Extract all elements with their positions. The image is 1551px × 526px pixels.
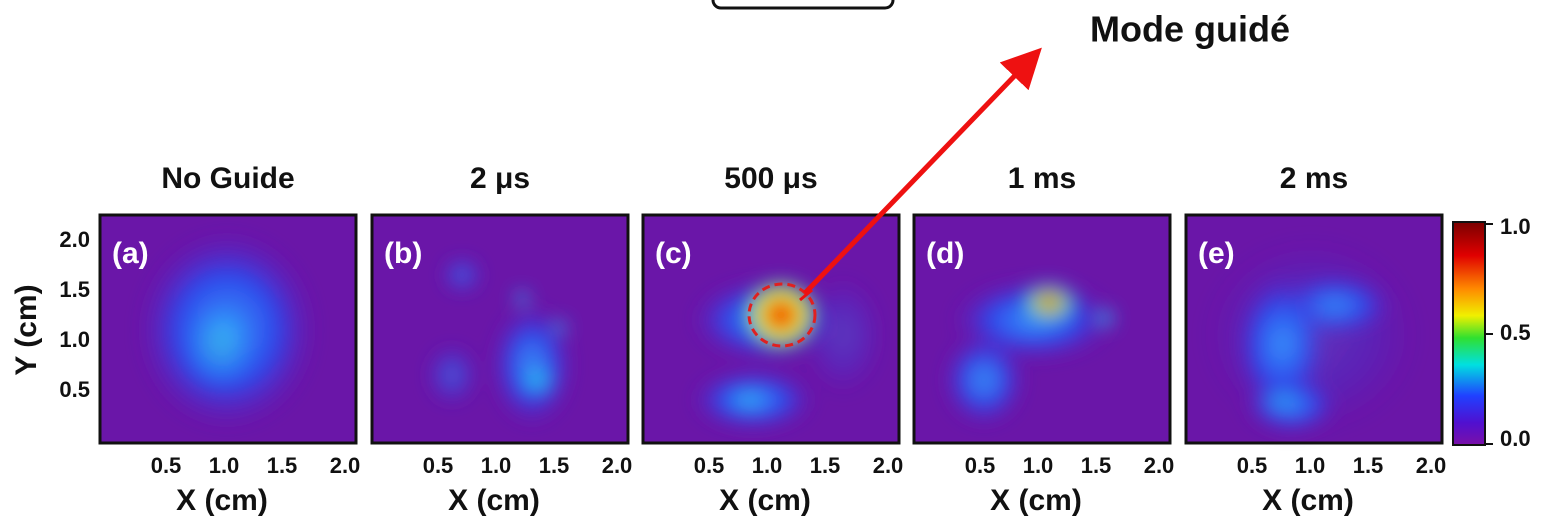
panel-frame — [370, 213, 630, 445]
panel-frame — [98, 213, 358, 445]
x-tick-label: 1.0 — [1295, 453, 1326, 478]
panel-label: (a) — [112, 237, 149, 270]
arrow — [803, 47, 1042, 295]
colorbar-tick-label: 0.0 — [1500, 426, 1531, 451]
panel-label: (e) — [1198, 237, 1235, 270]
x-tick-label: 1.5 — [267, 453, 298, 478]
colorbar — [1452, 221, 1486, 446]
panel-frame — [1184, 213, 1444, 445]
panel-frame — [912, 213, 1172, 445]
x-tick-label: 1.0 — [209, 453, 240, 478]
panel-title: 2 μs — [470, 162, 530, 195]
x-tick-label: 2.0 — [1144, 453, 1175, 478]
heatmap — [1201, 235, 1421, 435]
x-tick-label: 2.0 — [330, 453, 361, 478]
x-tick-label: 0.5 — [423, 453, 454, 478]
annotation: Mode guidé — [1090, 9, 1290, 50]
x-tick-label: 1.5 — [1353, 453, 1384, 478]
x-tick-label: 1.5 — [810, 453, 841, 478]
y-axis-label: Y (cm) — [10, 284, 43, 375]
box — [711, 0, 895, 10]
x-tick-label: 0.5 — [694, 453, 725, 478]
heatmap — [427, 257, 572, 425]
x-tick-label: 1.5 — [539, 453, 570, 478]
x-axis-label: X (cm) — [176, 484, 268, 517]
intensity-region — [515, 360, 559, 400]
x-tick-label: 2.0 — [602, 453, 633, 478]
y-tick-label: 1.5 — [59, 277, 90, 302]
x-tick-label: 0.5 — [965, 453, 996, 478]
intensity-region — [944, 335, 1024, 425]
panel-title: 1 ms — [1008, 162, 1076, 195]
x-axis-label: X (cm) — [719, 484, 811, 517]
x-tick-label: 2.0 — [873, 453, 904, 478]
panel-title: No Guide — [161, 162, 294, 195]
intensity-region — [514, 290, 530, 306]
y-tick-label: 0.5 — [59, 377, 90, 402]
colorbar-tick-label: 0.5 — [1500, 320, 1531, 345]
intensity-region — [1201, 235, 1421, 435]
x-tick-label: 1.5 — [1081, 453, 1112, 478]
colorbar-tick-label: 1.0 — [1500, 214, 1531, 239]
heatmap — [139, 232, 315, 428]
x-tick-label: 0.5 — [1237, 453, 1268, 478]
intensity-region — [1019, 281, 1079, 325]
x-tick-label: 0.5 — [151, 453, 182, 478]
intensity-region — [803, 275, 883, 395]
x-tick-label: 1.0 — [1023, 453, 1054, 478]
panel-frame — [641, 213, 901, 445]
intensity-region — [427, 345, 477, 405]
panel-title: 500 μs — [724, 162, 817, 195]
x-tick-label: 1.0 — [481, 453, 512, 478]
heatmap — [944, 280, 1116, 425]
heatmap — [693, 275, 883, 430]
x-axis-label: X (cm) — [990, 484, 1082, 517]
x-tick-label: 2.0 — [1416, 453, 1447, 478]
panel-label: (b) — [384, 237, 422, 270]
panel-label: (c) — [655, 237, 692, 270]
x-axis-label: X (cm) — [448, 484, 540, 517]
intensity-region — [175, 290, 265, 400]
panel-title: 2 ms — [1280, 162, 1348, 195]
x-axis-label: X (cm) — [1262, 484, 1354, 517]
intensity-region — [442, 257, 482, 293]
guided-mode-outline — [747, 282, 817, 348]
intensity-region — [743, 279, 819, 351]
arrow-tail — [799, 288, 813, 302]
panel-label: (d) — [926, 237, 964, 270]
y-tick-label: 2.0 — [59, 227, 90, 252]
y-tick-label: 1.0 — [59, 327, 90, 352]
intensity-region — [718, 385, 778, 415]
intensity-region — [1096, 308, 1116, 328]
x-tick-label: 1.0 — [752, 453, 783, 478]
